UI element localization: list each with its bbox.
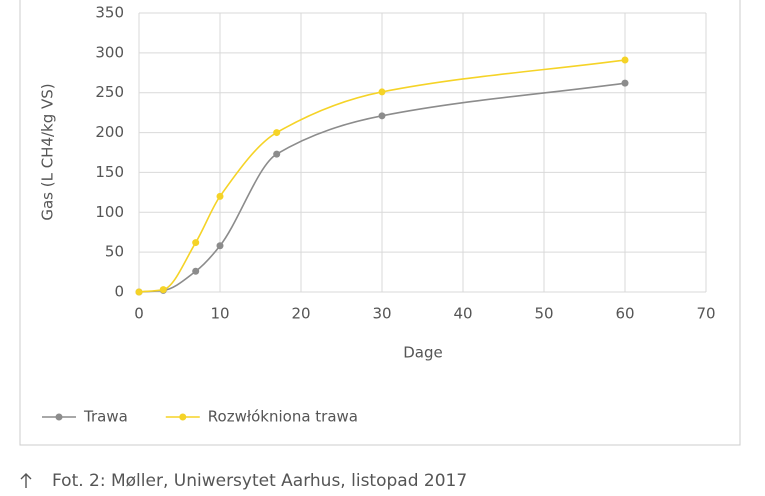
y-tick-label: 250	[95, 83, 124, 101]
data-point	[378, 112, 386, 120]
x-tick-label: 70	[696, 305, 715, 323]
x-tick-label: 0	[134, 305, 144, 323]
x-tick-label: 60	[615, 305, 634, 323]
y-tick-label: 200	[95, 123, 124, 141]
data-point	[135, 288, 143, 296]
y-tick-label: 300	[95, 43, 124, 61]
y-axis-label: Gas (L CH4/kg VS)	[39, 83, 57, 220]
x-tick-label: 50	[534, 305, 553, 323]
y-tick-label: 150	[95, 163, 124, 181]
data-point	[273, 129, 281, 137]
data-point	[621, 79, 629, 87]
y-tick-label: 100	[95, 203, 124, 221]
caption-icon	[20, 473, 32, 488]
y-tick-label: 0	[114, 283, 124, 301]
data-point	[159, 286, 167, 294]
x-tick-label: 10	[210, 305, 229, 323]
x-tick-label: 30	[372, 305, 391, 323]
data-point	[273, 150, 281, 158]
legend-marker	[55, 413, 63, 421]
x-tick-label: 40	[453, 305, 472, 323]
x-tick-label: 20	[291, 305, 310, 323]
legend-marker	[179, 413, 187, 421]
data-point	[378, 88, 386, 96]
data-point	[192, 267, 200, 275]
data-point	[192, 239, 200, 247]
data-point	[216, 192, 224, 200]
data-point	[621, 56, 629, 64]
legend-label: Rozwłókniona trawa	[208, 408, 358, 426]
chart-frame	[19, 0, 741, 446]
series-line	[138, 59, 626, 293]
series-line	[138, 82, 626, 293]
y-tick-label: 50	[105, 243, 124, 261]
y-tick-label: 350	[95, 4, 124, 22]
x-axis-label: Dage	[403, 344, 443, 362]
caption: Fot. 2: Møller, Uniwersytet Aarhus, list…	[52, 471, 467, 491]
data-point	[216, 242, 224, 250]
legend-label: Trawa	[83, 408, 128, 426]
